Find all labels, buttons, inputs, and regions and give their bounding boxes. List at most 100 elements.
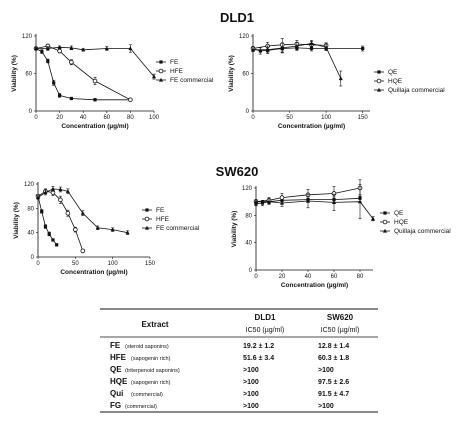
series-hfe: [35, 188, 86, 254]
row-dld1-value: 19.2 ± 1.2: [243, 343, 274, 350]
legend-marker: [144, 216, 150, 222]
legend-marker: [376, 78, 382, 84]
data-point: [371, 216, 375, 221]
row-extract-note: (steroid saponins): [125, 344, 169, 350]
row-extract-code: HFE: [110, 353, 127, 362]
x-tick-label: 100: [108, 261, 119, 267]
row-extract-code: HQE: [110, 377, 128, 386]
table-subheader-sw620: IC50 (µg/ml): [321, 327, 360, 334]
data-point: [324, 45, 329, 49]
data-point: [260, 201, 265, 205]
table-row: FG (commercial) >100 >100: [110, 401, 334, 410]
x-axis-label: Concentration (µg/ml): [281, 282, 348, 289]
x-tick-label: 60: [103, 115, 110, 121]
data-point: [58, 187, 63, 192]
row-extract-code: QE: [110, 365, 122, 374]
row-extract-note: (commercial): [125, 404, 157, 410]
table-row: HFE (sapogenin rich) 51.6 ± 3.4 60.3 ± 1.8: [110, 353, 349, 362]
x-tick-label: 150: [145, 261, 156, 267]
data-point: [309, 46, 314, 51]
y-tick-label: 40: [245, 241, 252, 247]
row-dld1-value: >100: [243, 391, 259, 398]
legend-label: HQE: [394, 219, 409, 226]
data-point: [254, 199, 258, 204]
y-tick-label: 80: [245, 213, 252, 219]
data-point: [294, 43, 299, 48]
series-hfe: [33, 43, 133, 103]
row-sw620-value: 97.5 ± 2.6: [318, 379, 349, 386]
row-sw620-value: 60.3 ± 1.8: [318, 355, 349, 362]
row-sw620-value: 12.8 ± 1.4: [318, 343, 349, 350]
legend-marker: [145, 208, 149, 212]
y-axis-label: Viability (%): [13, 202, 20, 239]
data-point: [251, 47, 255, 52]
series-fe-commercial: [34, 44, 156, 80]
legend-label: QE: [394, 210, 404, 217]
series-line: [256, 200, 374, 220]
table-subheader-dld1: IC50 (µg/ml): [246, 327, 285, 334]
row-extract-code: FG: [110, 401, 121, 410]
row-extract-note: (sapogenin rich): [131, 380, 171, 386]
data-point: [65, 189, 70, 193]
x-tick-label: 80: [127, 115, 134, 121]
series-line: [36, 46, 155, 77]
x-tick-label: 80: [357, 274, 364, 280]
data-point: [58, 197, 63, 203]
row-extract-note: (sapogenin rich): [131, 356, 171, 362]
legend-label: QE: [388, 69, 398, 76]
x-tick-label: 20: [279, 274, 286, 280]
data-point: [73, 227, 78, 232]
legend-label: HFE: [170, 68, 184, 75]
data-point: [57, 45, 62, 49]
data-point: [267, 199, 271, 204]
data-point: [46, 59, 50, 63]
legend-marker: [145, 225, 149, 230]
table-header-dld1: DLD1: [255, 313, 276, 322]
data-point: [95, 225, 100, 230]
y-tick-label: 80: [27, 206, 34, 212]
y-tick-label: 120: [24, 182, 35, 188]
x-tick-label: 50: [286, 115, 293, 121]
data-point: [280, 45, 285, 50]
row-extract-note: (commercial): [131, 392, 163, 398]
row-sw620-value: 91.5 ± 4.7: [318, 391, 349, 398]
data-point: [279, 195, 285, 200]
y-tick-label: 120: [242, 186, 253, 192]
legend-marker: [377, 87, 381, 92]
sw620-title: SW620: [216, 164, 259, 179]
legend-marker: [158, 68, 164, 74]
table-row: QE (triterpenoid saponins) >100 >100: [110, 365, 334, 374]
legend-marker: [382, 219, 388, 225]
data-point: [43, 190, 48, 195]
x-tick-label: 0: [36, 261, 40, 267]
data-point: [69, 59, 74, 65]
data-point: [110, 227, 115, 232]
data-point: [125, 230, 130, 235]
legend-label: Quillaja commercial: [394, 228, 451, 235]
table-row: HQE (sapogenin rich) >100 97.5 ± 2.6: [110, 377, 349, 386]
x-tick-label: 60: [331, 274, 338, 280]
x-tick-label: 40: [80, 115, 87, 121]
chart-dld1_left: 0 20 40 60 80 100 0 60 120 Concentration (µg/ml) V…: [11, 34, 214, 130]
data-point: [51, 238, 55, 242]
data-point: [80, 248, 86, 254]
table-row: Qui (commercial) >100 91.5 ± 4.7: [110, 389, 349, 398]
x-tick-label: 20: [56, 115, 63, 121]
y-tick-label: 60: [25, 72, 32, 78]
legend-marker: [159, 77, 163, 82]
y-tick-label: 120: [22, 34, 33, 40]
data-point: [128, 46, 133, 51]
data-point: [104, 46, 109, 51]
data-point: [280, 200, 284, 205]
series-fe-commercial: [36, 186, 130, 235]
legend-marker: [159, 60, 163, 64]
series-line: [252, 43, 327, 49]
y-tick-label: 0: [31, 255, 35, 261]
data-point: [58, 93, 62, 97]
data-point: [40, 209, 44, 213]
data-point: [65, 210, 71, 216]
legend-label: HFE: [156, 216, 170, 223]
x-tick-label: 0: [34, 115, 38, 121]
data-point: [34, 46, 38, 51]
